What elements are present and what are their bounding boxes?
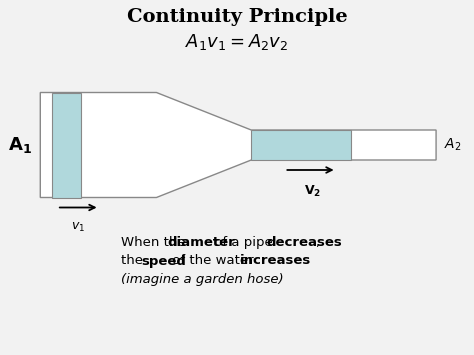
Polygon shape — [40, 93, 436, 197]
Text: $\mathbf{A_1}$: $\mathbf{A_1}$ — [8, 135, 32, 155]
Bar — [52, 93, 81, 197]
Text: diameter: diameter — [167, 236, 235, 249]
Text: increases: increases — [240, 255, 311, 268]
Text: $\mathbf{V_2}$: $\mathbf{V_2}$ — [304, 184, 321, 198]
Text: Continuity Principle: Continuity Principle — [127, 7, 347, 26]
Text: When the: When the — [121, 236, 190, 249]
Text: decreases: decreases — [266, 236, 342, 249]
Text: of a pipe: of a pipe — [210, 236, 277, 249]
Text: $A_2$: $A_2$ — [444, 137, 461, 153]
Text: ,: , — [315, 236, 319, 249]
Text: (imagine a garden hose): (imagine a garden hose) — [121, 273, 283, 286]
Text: the: the — [121, 255, 147, 268]
Bar — [251, 130, 351, 160]
Text: speed: speed — [141, 255, 186, 268]
Text: $v_1$: $v_1$ — [71, 221, 85, 234]
Text: of the water: of the water — [168, 255, 258, 268]
Text: $A_1v_1 = A_2v_2$: $A_1v_1 = A_2v_2$ — [185, 33, 289, 53]
